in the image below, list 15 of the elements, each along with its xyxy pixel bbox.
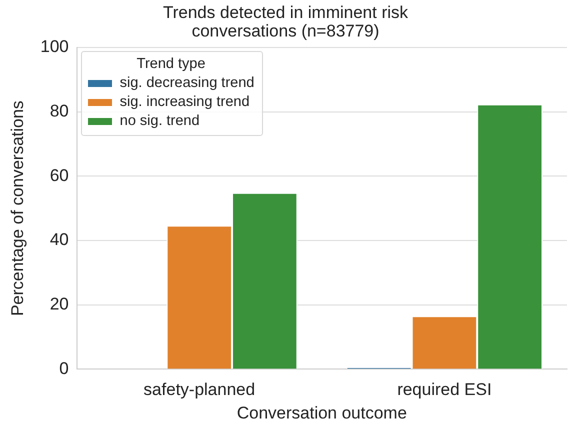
y-tick-label: 60 [50, 166, 69, 185]
y-tick-label: 0 [59, 358, 69, 378]
y-axis-title: Percentage of conversations [8, 100, 27, 316]
x-tick-label: safety-planned [144, 380, 256, 400]
chart-title: Trends detected in imminent risk conversations (n=83779) [162, 3, 409, 41]
legend-label: sig. increasing trend [120, 94, 250, 110]
y-tick-label: 20 [50, 294, 69, 314]
x-tick-label: required ESI [397, 380, 492, 400]
y-tick-label: 40 [50, 230, 69, 250]
x-axis-title: Conversation outcome [236, 403, 407, 422]
legend-title: Trend type [136, 55, 206, 74]
legend-label: sig. decreasing trend [120, 75, 254, 92]
legend-label: no sig. trend [120, 113, 200, 130]
y-tick-label: 80 [50, 101, 69, 120]
y-tick-label: 100 [40, 37, 69, 56]
